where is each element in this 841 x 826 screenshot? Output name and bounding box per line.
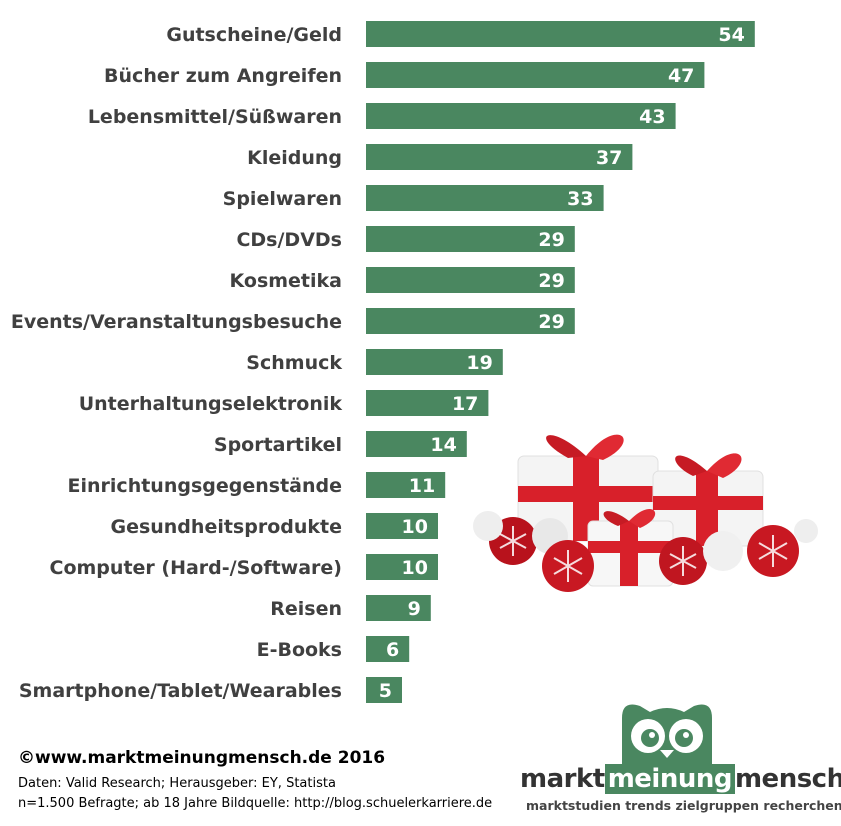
brand-logo: markt meinung mensch marktstudien trends z… — [520, 698, 841, 820]
category-label: Einrichtungsgegenstände — [68, 475, 342, 497]
logo-word-markt: markt — [520, 764, 605, 794]
category-labels: Gutscheine/Geld Bücher zum Angreifen Leben… — [11, 24, 343, 702]
source-text-line1: Daten: Valid Research; Herausgeber: EY, … — [18, 776, 336, 791]
value-label: 43 — [639, 106, 665, 128]
value-label: 10 — [402, 516, 428, 538]
value-label: 9 — [408, 598, 421, 620]
bar — [366, 267, 575, 293]
bar — [366, 636, 410, 662]
category-label: Events/Veranstaltungsbesuche — [11, 311, 342, 333]
value-label: 11 — [409, 475, 435, 497]
value-label: 29 — [538, 270, 564, 292]
bar — [366, 677, 402, 703]
bar — [366, 103, 676, 129]
bar — [366, 554, 438, 580]
value-label: 10 — [402, 557, 428, 579]
bar — [366, 431, 467, 457]
value-label: 29 — [538, 311, 564, 333]
bar — [366, 144, 633, 170]
bar-chart: Gutscheine/Geld Bücher zum Angreifen Leben… — [11, 21, 755, 703]
bar — [366, 513, 438, 539]
category-label: Sportartikel — [214, 434, 342, 456]
value-label: 19 — [466, 352, 492, 374]
value-label: 54 — [718, 24, 744, 46]
bar — [366, 185, 604, 211]
category-label: Kosmetika — [230, 270, 343, 292]
copyright-text: ©www.marktmeinungmensch.de 2016 — [18, 748, 386, 768]
logo-wordmark: markt meinung mensch — [520, 764, 841, 794]
category-label: Spielwaren — [223, 188, 342, 210]
bar — [366, 595, 431, 621]
category-label: Unterhaltungselektronik — [79, 393, 343, 415]
category-label: Gesundheitsprodukte — [110, 516, 342, 538]
source-text-line2: n=1.500 Befragte; ab 18 Jahre Bildquelle… — [18, 796, 493, 811]
logo-tagline: marktstudien trends zielgruppen recherch… — [526, 798, 841, 813]
value-label: 29 — [538, 229, 564, 251]
bar — [366, 390, 489, 416]
value-label: 37 — [596, 147, 622, 169]
value-label: 33 — [567, 188, 593, 210]
bars — [366, 21, 755, 703]
value-label: 6 — [386, 639, 399, 661]
bar — [366, 62, 705, 88]
christmas-gifts-illustration — [473, 434, 818, 592]
category-label: CDs/DVDs — [236, 229, 342, 251]
category-label: Lebensmittel/Süßwaren — [88, 106, 342, 128]
value-label: 47 — [668, 65, 694, 87]
bar — [366, 472, 446, 498]
category-label: Bücher zum Angreifen — [104, 65, 342, 87]
value-label: 14 — [430, 434, 456, 456]
logo-word-meinung: meinung — [604, 764, 735, 794]
category-label: Gutscheine/Geld — [166, 24, 342, 46]
logo-word-mensch: mensch — [734, 764, 841, 794]
value-label: 5 — [379, 680, 392, 702]
bar — [366, 226, 575, 252]
value-label: 17 — [452, 393, 478, 415]
bar — [366, 21, 755, 47]
bar — [366, 349, 503, 375]
category-label: Reisen — [270, 598, 342, 620]
owl-icon — [622, 704, 712, 768]
category-label: E-Books — [257, 639, 342, 661]
bar — [366, 308, 575, 334]
category-label: Smartphone/Tablet/Wearables — [19, 680, 342, 702]
category-label: Computer (Hard-/Software) — [50, 557, 342, 579]
category-label: Schmuck — [246, 352, 342, 374]
category-label: Kleidung — [247, 147, 342, 169]
